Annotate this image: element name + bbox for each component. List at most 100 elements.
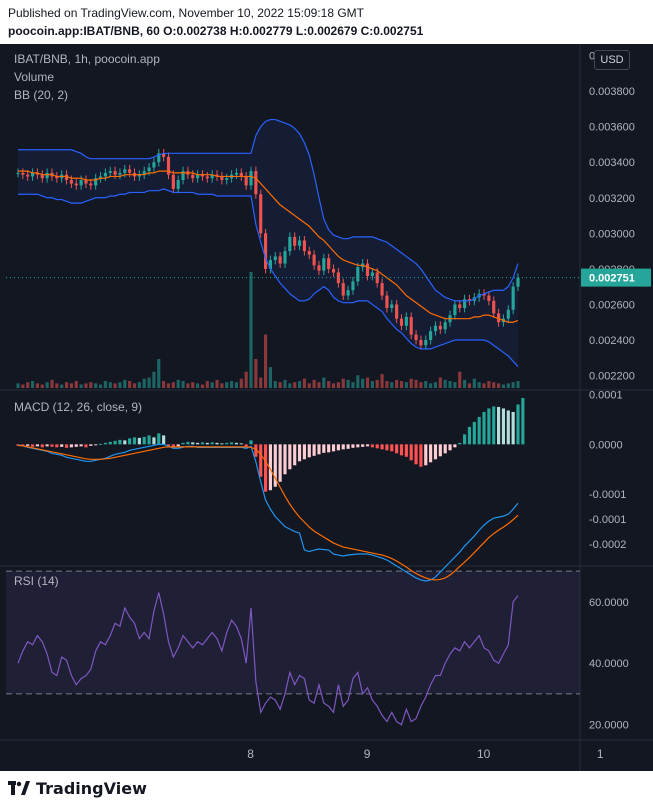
volume-bar xyxy=(331,383,336,388)
chart-area[interactable]: 0.0022000.0024000.0026000.0028000.003000… xyxy=(0,44,653,771)
candle-body xyxy=(404,316,408,326)
macd-histogram-bar xyxy=(492,406,496,445)
candle-body xyxy=(205,176,209,179)
candle-body xyxy=(429,331,433,340)
macd-histogram-bar xyxy=(331,444,336,452)
volume-bar xyxy=(458,371,462,388)
candle-body xyxy=(438,325,442,330)
candle-body xyxy=(84,180,88,184)
volume-bar xyxy=(302,378,306,388)
volume-bar xyxy=(448,381,452,388)
volume-bar xyxy=(419,382,423,388)
candle-body xyxy=(171,174,175,189)
macd-histogram-bar xyxy=(424,444,428,466)
volume-bar xyxy=(511,382,515,388)
macd-histogram-bar xyxy=(511,411,515,445)
candle-body xyxy=(118,172,122,175)
volume-bar xyxy=(516,381,520,388)
volume-bar xyxy=(414,379,418,388)
candle-body xyxy=(259,194,263,234)
candle-body xyxy=(395,304,399,319)
currency-button[interactable]: USD xyxy=(594,50,630,70)
volume-bar xyxy=(152,371,156,388)
macd-histogram-bar xyxy=(336,444,340,451)
volume-bar xyxy=(16,383,20,388)
macd-histogram-bar xyxy=(171,444,175,448)
symbol-ohlc: poocoin.app:IBAT/BNB, 60 O:0.002738 H:0.… xyxy=(8,24,424,38)
candle-body xyxy=(74,183,78,186)
volume-bar xyxy=(128,381,132,388)
volume-bar xyxy=(74,381,78,388)
macd-histogram-bar xyxy=(327,444,331,453)
macd-histogram-bar xyxy=(346,444,350,449)
volume-bar xyxy=(196,383,200,388)
macd-histogram-bar xyxy=(268,444,273,491)
macd-histogram-bar xyxy=(142,436,146,445)
candle-body xyxy=(26,174,30,177)
volume-bar xyxy=(288,383,292,388)
volume-bar xyxy=(487,381,491,388)
candle-body xyxy=(375,272,379,284)
macd-histogram-bar xyxy=(220,443,224,445)
macd-tick-label: -0.0001 xyxy=(589,514,626,526)
candle-body xyxy=(152,162,156,168)
volume-bar xyxy=(220,383,224,388)
volume-bar xyxy=(166,383,171,388)
volume-bar xyxy=(40,384,44,388)
macd-histogram-bar xyxy=(399,444,404,456)
chart-svg[interactable]: 0.0022000.0024000.0026000.0028000.003000… xyxy=(0,44,653,771)
candle-body xyxy=(302,240,306,252)
macd-histogram-bar xyxy=(128,438,132,445)
macd-histogram-bar xyxy=(370,444,374,448)
candle-body xyxy=(162,153,166,157)
macd-histogram-bar xyxy=(162,435,166,445)
macd-legend: MACD (12, 26, close, 9) xyxy=(14,400,143,414)
candle-body xyxy=(21,172,25,175)
volume-bar xyxy=(113,383,117,388)
macd-tick-label: 0.0001 xyxy=(589,389,623,401)
candle-body xyxy=(482,293,486,296)
macd-histogram-bar xyxy=(307,444,311,458)
macd-histogram-bar xyxy=(293,444,297,466)
candle-body xyxy=(467,299,472,301)
volume-bar xyxy=(171,382,175,388)
macd-histogram-bar xyxy=(186,441,190,445)
macd-histogram-bar xyxy=(351,444,355,448)
volume-bar xyxy=(492,382,496,388)
macd-histogram-bar xyxy=(239,443,243,445)
volume-bar xyxy=(60,384,64,388)
publish-header: Published on TradingView.com, November 1… xyxy=(0,0,653,44)
macd-histogram-bar xyxy=(395,444,399,454)
macd-histogram-bar xyxy=(438,444,442,457)
volume-bar xyxy=(370,381,374,388)
volume-bar xyxy=(453,382,457,388)
bb-band-fill xyxy=(18,119,518,367)
candle-body xyxy=(390,304,394,308)
macd-histogram-bar xyxy=(234,442,239,445)
candle-body xyxy=(35,172,39,175)
candle-body xyxy=(399,318,404,326)
macd-histogram-bar xyxy=(196,442,200,445)
volume-bar xyxy=(506,383,510,388)
volume-bar xyxy=(385,381,389,388)
tradingview-logo[interactable]: TradingView xyxy=(8,777,147,799)
price-tick-label: 0 xyxy=(589,51,595,63)
macd-histogram-bar xyxy=(181,442,185,445)
price-tick-label: 0.002600 xyxy=(589,299,635,311)
volume-bar xyxy=(351,382,355,388)
macd-histogram-bar xyxy=(482,411,486,445)
volume-bar xyxy=(497,383,501,388)
candle-body xyxy=(249,171,253,186)
volume-bar xyxy=(30,381,35,388)
macd-tick-label: -0.0002 xyxy=(589,539,626,551)
macd-histogram-bar xyxy=(448,444,452,451)
candle-body xyxy=(239,172,243,177)
volume-bar xyxy=(21,384,25,388)
volume-bar xyxy=(482,383,486,388)
candle-body xyxy=(273,256,277,260)
macd-histogram-bar xyxy=(249,440,253,445)
macd-histogram-bar xyxy=(375,444,379,449)
candle-body xyxy=(492,300,496,314)
volume-bar xyxy=(162,381,166,388)
volume-bar xyxy=(312,379,316,388)
